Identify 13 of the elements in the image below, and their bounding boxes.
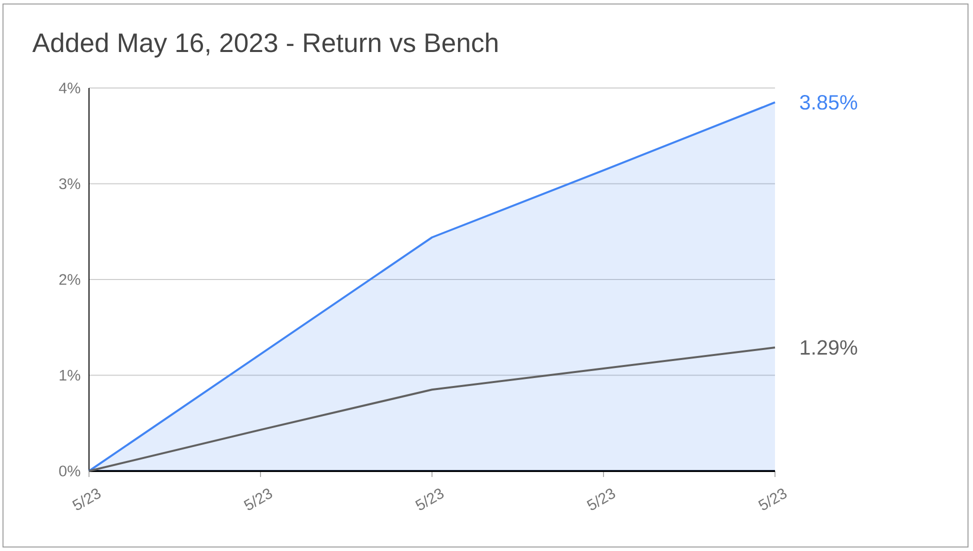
- data-label: 3.85%: [800, 95, 858, 110]
- chart-title: Added May 16, 2023 - Return vs Bench: [32, 32, 498, 58]
- x-tick-label: 5/23: [415, 488, 444, 510]
- data-label: 1.29%: [800, 340, 858, 355]
- y-tick-label: 4%: [58, 82, 80, 94]
- y-tick-label: 0%: [59, 466, 80, 476]
- x-tick-label: 5/23: [244, 488, 272, 510]
- y-tick-label: 1%: [60, 370, 80, 381]
- y-tick-label: 3%: [59, 178, 80, 190]
- y-tick-label: 2%: [59, 274, 80, 285]
- x-tick-label: 5/23: [758, 488, 787, 510]
- x-tick-label: 5/23: [72, 488, 101, 510]
- x-tick-label: 5/23: [586, 488, 616, 510]
